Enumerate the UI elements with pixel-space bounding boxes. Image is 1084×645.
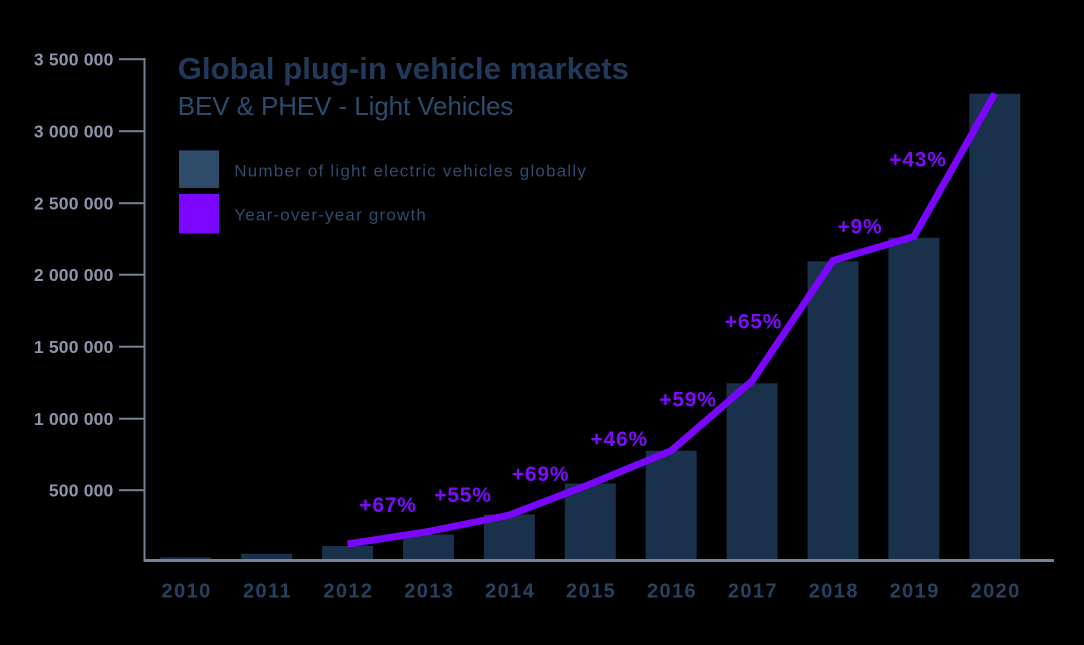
svg-text:2019: 2019: [890, 581, 940, 603]
svg-text:+55%: +55%: [434, 484, 492, 507]
svg-text:Number of light electric vehic: Number of light electric vehicles global…: [234, 162, 587, 181]
svg-text:2020: 2020: [971, 581, 1021, 603]
svg-text:1 500 000: 1 500 000: [34, 337, 114, 357]
svg-text:+69%: +69%: [512, 463, 570, 486]
svg-text:2016: 2016: [647, 581, 697, 603]
svg-text:1 000 000: 1 000 000: [34, 409, 114, 429]
svg-text:2018: 2018: [809, 581, 859, 603]
svg-text:BEV & PHEV - Light Vehicles: BEV & PHEV - Light Vehicles: [178, 91, 514, 121]
svg-text:2015: 2015: [566, 581, 616, 603]
svg-text:+67%: +67%: [359, 494, 417, 517]
svg-text:2 000 000: 2 000 000: [34, 265, 114, 285]
svg-text:2 500 000: 2 500 000: [34, 194, 114, 214]
svg-text:2014: 2014: [485, 581, 535, 603]
svg-text:+65%: +65%: [725, 311, 783, 334]
svg-text:2011: 2011: [243, 581, 292, 603]
svg-text:2012: 2012: [323, 581, 373, 603]
svg-text:3 000 000: 3 000 000: [34, 122, 114, 142]
svg-text:2010: 2010: [162, 581, 212, 603]
svg-text:3 500 000: 3 500 000: [34, 50, 114, 70]
svg-text:500 000: 500 000: [49, 481, 114, 501]
svg-text:Global plug-in vehicle markets: Global plug-in vehicle markets: [178, 51, 629, 86]
svg-text:+43%: +43%: [889, 149, 947, 172]
svg-text:+59%: +59%: [659, 389, 717, 412]
svg-text:+46%: +46%: [590, 428, 648, 451]
svg-text:+9%: +9%: [837, 216, 882, 239]
svg-text:2013: 2013: [404, 581, 454, 603]
svg-text:Year-over-year growth: Year-over-year growth: [234, 206, 427, 225]
svg-text:2017: 2017: [728, 581, 778, 603]
